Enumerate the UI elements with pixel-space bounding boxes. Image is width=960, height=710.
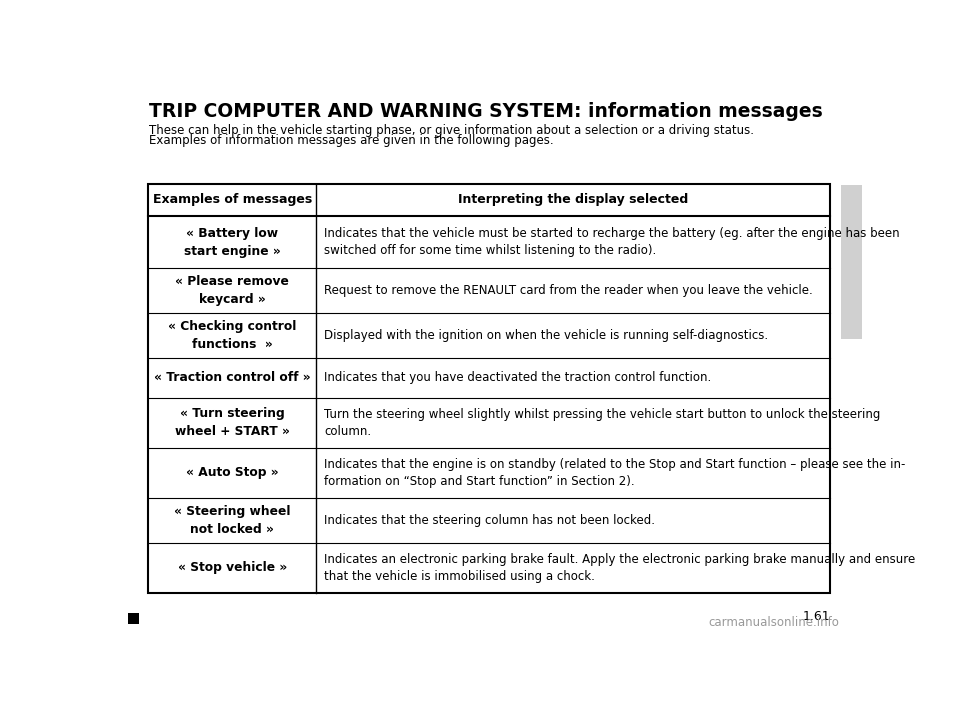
Text: Indicates an electronic parking brake fault. Apply the electronic parking brake : Indicates an electronic parking brake fa… bbox=[324, 552, 915, 583]
Text: Examples of information messages are given in the following pages.: Examples of information messages are giv… bbox=[150, 133, 554, 147]
Text: « Please remove
keycard »: « Please remove keycard » bbox=[175, 275, 289, 306]
Text: « Traction control off »: « Traction control off » bbox=[154, 371, 310, 384]
Text: « Battery low
start engine »: « Battery low start engine » bbox=[183, 226, 280, 258]
Text: « Turn steering
wheel + START »: « Turn steering wheel + START » bbox=[175, 408, 290, 438]
Text: Indicates that the steering column has not been locked.: Indicates that the steering column has n… bbox=[324, 514, 655, 527]
Bar bbox=[841, 185, 862, 339]
Text: « Steering wheel
not locked »: « Steering wheel not locked » bbox=[174, 505, 290, 536]
Text: « Auto Stop »: « Auto Stop » bbox=[186, 466, 278, 479]
Bar bbox=[148, 184, 829, 593]
Text: Turn the steering wheel slightly whilst pressing the vehicle start button to unl: Turn the steering wheel slightly whilst … bbox=[324, 408, 880, 438]
Text: Request to remove the RENAULT card from the reader when you leave the vehicle.: Request to remove the RENAULT card from … bbox=[324, 284, 813, 297]
Text: Indicates that the vehicle must be started to recharge the battery (eg. after th: Indicates that the vehicle must be start… bbox=[324, 227, 900, 257]
Text: Interpreting the display selected: Interpreting the display selected bbox=[458, 193, 688, 207]
Text: « Stop vehicle »: « Stop vehicle » bbox=[178, 561, 287, 574]
Text: 1.61: 1.61 bbox=[803, 610, 829, 623]
Text: TRIP COMPUTER AND WARNING SYSTEM: information messages: TRIP COMPUTER AND WARNING SYSTEM: inform… bbox=[150, 102, 824, 121]
Text: Indicates that you have deactivated the traction control function.: Indicates that you have deactivated the … bbox=[324, 371, 711, 384]
Text: These can help in the vehicle starting phase, or give information about a select: These can help in the vehicle starting p… bbox=[150, 124, 755, 137]
Text: Indicates that the engine is on standby (related to the Stop and Start function : Indicates that the engine is on standby … bbox=[324, 458, 905, 488]
Text: Examples of messages: Examples of messages bbox=[153, 193, 312, 207]
Text: carmanualsonline.info: carmanualsonline.info bbox=[708, 616, 839, 629]
Bar bbox=[128, 613, 138, 624]
Text: « Checking control
functions  »: « Checking control functions » bbox=[168, 320, 297, 351]
Text: Displayed with the ignition on when the vehicle is running self-diagnostics.: Displayed with the ignition on when the … bbox=[324, 329, 768, 342]
